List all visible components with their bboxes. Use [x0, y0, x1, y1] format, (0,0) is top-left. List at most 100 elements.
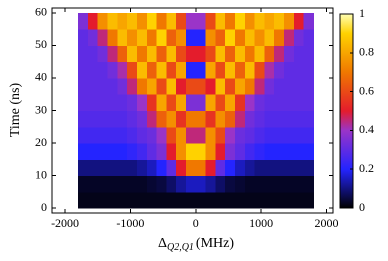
heat-cell [147, 192, 157, 209]
heat-cell [78, 13, 88, 30]
heat-cell [117, 192, 127, 209]
heat-cell [98, 62, 108, 79]
heat-cell [186, 78, 196, 95]
heat-cell [186, 159, 196, 176]
heat-cell [225, 78, 235, 95]
heat-cell [108, 159, 118, 176]
heat-cell [196, 127, 206, 144]
heat-cell [304, 94, 314, 111]
heat-cell [206, 111, 216, 128]
heat-cell [78, 94, 88, 111]
heat-cell [127, 78, 137, 95]
heat-cell [196, 94, 206, 111]
heat-cell [235, 29, 245, 46]
heat-cell [196, 192, 206, 209]
heat-cell [147, 143, 157, 160]
heat-cell [137, 94, 147, 111]
heat-cell [304, 111, 314, 128]
heat-cell [284, 45, 294, 62]
heat-cell [137, 62, 147, 79]
heat-cell [294, 94, 304, 111]
heat-cell [245, 78, 255, 95]
heat-cell [176, 94, 186, 111]
heat-cell [78, 111, 88, 128]
heat-cell [157, 62, 167, 79]
heat-cell [98, 192, 108, 209]
x-axis-label-sub: Q2,Q1 [167, 242, 194, 253]
heat-cell [235, 127, 245, 144]
heat-cell [245, 176, 255, 193]
heat-cell [206, 62, 216, 79]
heat-cell [166, 29, 176, 46]
heat-cell [235, 176, 245, 193]
heat-cell [235, 45, 245, 62]
heat-cell [98, 29, 108, 46]
heat-cell [304, 78, 314, 95]
heat-cell [284, 29, 294, 46]
heat-cell [255, 111, 265, 128]
heat-cell [225, 94, 235, 111]
heat-cell [117, 143, 127, 160]
heat-cell [117, 111, 127, 128]
heat-cell [225, 111, 235, 128]
heat-cell [117, 176, 127, 193]
heat-cell [225, 143, 235, 160]
heat-cell [127, 94, 137, 111]
heat-cell [127, 45, 137, 62]
heat-cell [274, 94, 284, 111]
heat-cell [98, 176, 108, 193]
heat-cell [117, 29, 127, 46]
heat-cell [215, 176, 225, 193]
heat-cell [225, 159, 235, 176]
heat-cell [235, 13, 245, 30]
heat-cell [176, 78, 186, 95]
heat-cell [108, 29, 118, 46]
heat-cell [127, 192, 137, 209]
heat-cell [274, 143, 284, 160]
heat-cell [225, 62, 235, 79]
heat-cell [284, 176, 294, 193]
heat-cell [127, 143, 137, 160]
colorbar-tick-label: 0.4 [359, 122, 374, 136]
heat-cell [176, 143, 186, 160]
heat-cell [186, 45, 196, 62]
heat-cell [245, 127, 255, 144]
heat-cell [196, 62, 206, 79]
heat-cell [98, 78, 108, 95]
heat-cell [147, 78, 157, 95]
heat-cell [117, 78, 127, 95]
heat-cell [108, 62, 118, 79]
heat-cell [88, 78, 98, 95]
heat-cell [294, 29, 304, 46]
heat-cell [284, 111, 294, 128]
heat-cell [284, 127, 294, 144]
heat-cell [264, 62, 274, 79]
heat-cell [147, 62, 157, 79]
colorbar-tick-label: 0 [359, 200, 365, 214]
y-tick-label: 0 [41, 200, 47, 214]
heat-cell [294, 111, 304, 128]
heat-cell [176, 192, 186, 209]
heat-cell [206, 159, 216, 176]
y-tick-label: 50 [35, 37, 47, 51]
heat-cell [137, 127, 147, 144]
heat-cell [225, 192, 235, 209]
heat-cell [284, 13, 294, 30]
heat-cell [137, 78, 147, 95]
heat-cell [147, 13, 157, 30]
heat-cell [78, 62, 88, 79]
heat-cell [108, 111, 118, 128]
heat-cell [225, 127, 235, 144]
heat-cell [255, 94, 265, 111]
heat-cell [98, 143, 108, 160]
heat-cell [304, 192, 314, 209]
heat-cell [186, 176, 196, 193]
heat-cell [235, 62, 245, 79]
heat-cell [215, 111, 225, 128]
heat-cell [206, 45, 216, 62]
heat-cell [78, 159, 88, 176]
heat-cell [147, 111, 157, 128]
heat-cell [88, 13, 98, 30]
heat-cell [255, 176, 265, 193]
heat-cell [225, 176, 235, 193]
